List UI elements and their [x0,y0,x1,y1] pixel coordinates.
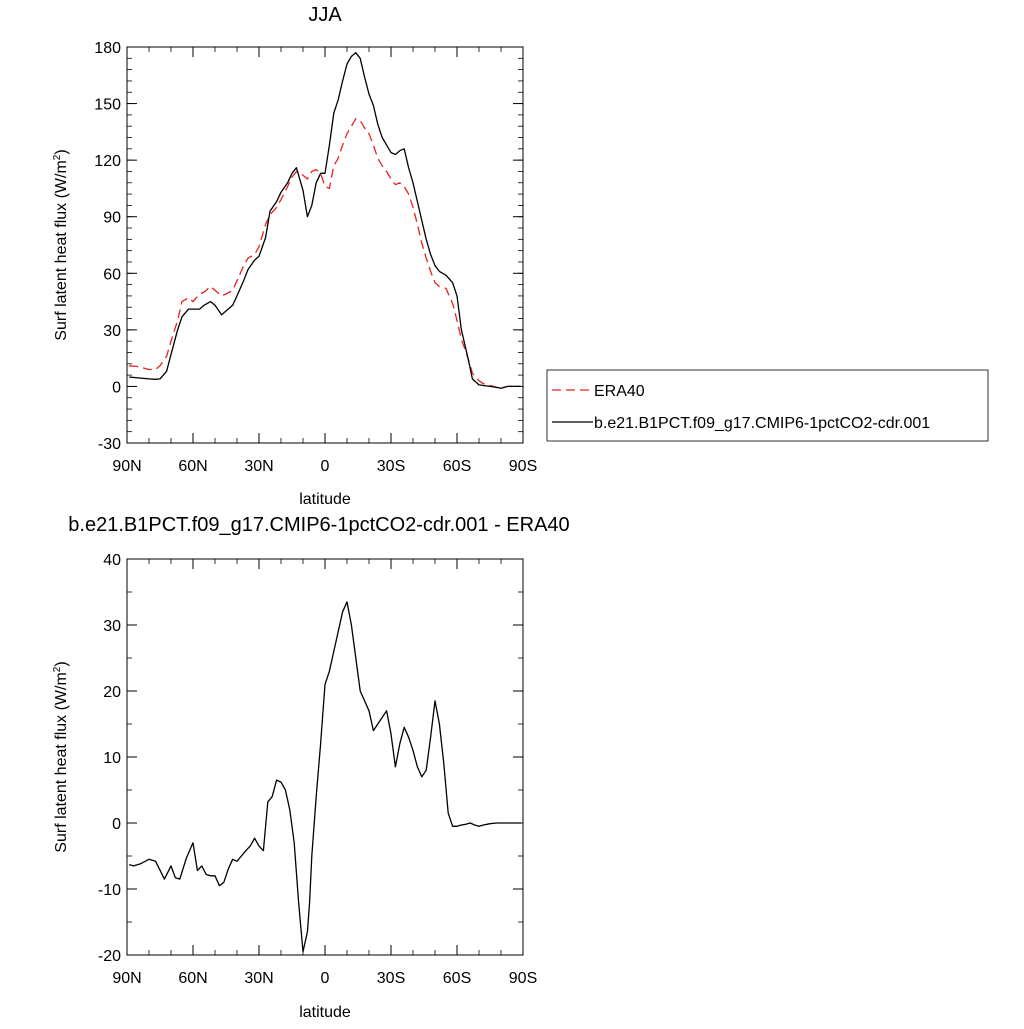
legend-box [546,369,989,442]
y-axis-label: Surf latent heat flux (W/m2) [52,661,70,852]
x-tick-label: 60N [178,458,207,475]
y-tick-label: 40 [103,552,121,569]
plot-frame [126,46,524,444]
plot-frame [126,558,524,956]
panel-bottom: b.e21.B1PCT.f09_g17.CMIP6-1pctCO2-cdr.00… [52,514,570,1021]
x-tick-label: 60S [443,970,471,987]
x-tick-label: 90S [509,970,537,987]
legend: ERA40 b.e21.B1PCT.f09_g17.CMIP6-1pctCO2-… [546,369,989,442]
x-axis-label: latitude [299,1004,351,1021]
x-tick-label: 0 [321,970,330,987]
y-tick-label: -30 [98,436,121,453]
x-tick-label: 30S [377,458,405,475]
x-tick-label: 0 [321,458,330,475]
y-tick-label: 60 [103,266,121,283]
x-tick-label: 30N [244,970,273,987]
axis-ticks: 90N 60N 30N 0 30S 60S 90S -20 -10 0 10 20 30 40 [98,552,537,987]
x-axis-label: latitude [299,491,351,508]
x-tick-label: 30N [244,458,273,475]
y-tick-label: 0 [112,816,121,833]
plot-lines [129,52,521,389]
chart-title: b.e21.B1PCT.f09_g17.CMIP6-1pctCO2-cdr.00… [68,514,569,536]
y-axis-label: Surf latent heat flux (W/m2) [52,149,70,340]
x-tick-label: 60N [178,970,207,987]
panel-top: JJA Surf latent heat flux (W/m2) latitud… [52,4,989,508]
y-tick-label: 30 [103,323,121,340]
legend-label-era40: ERA40 [594,383,645,400]
x-tick-label: 90S [509,458,537,475]
y-tick-label: 0 [112,379,121,396]
y-tick-label: 30 [103,618,121,635]
x-tick-label: 60S [443,458,471,475]
y-tick-label: 180 [94,40,121,57]
y-tick-label: 150 [94,97,121,114]
chart-title: JJA [308,4,342,26]
y-tick-label: 120 [94,153,121,170]
series-line-0 [129,118,521,389]
series-line-0 [129,601,521,953]
x-tick-label: 30S [377,970,405,987]
y-tick-label: -20 [98,948,121,965]
y-tick-label: -10 [98,882,121,899]
y-tick-label: 90 [103,210,121,227]
series-line-1 [129,52,521,389]
legend-label-model: b.e21.B1PCT.f09_g17.CMIP6-1pctCO2-cdr.00… [594,415,930,432]
y-tick-label: 10 [103,750,121,767]
x-tick-label: 90N [112,458,141,475]
axis-ticks: 90N 60N 30N 0 30S 60S 90S -30 0 30 60 90 120 150 180 [94,40,537,475]
x-tick-label: 90N [112,970,141,987]
y-tick-label: 20 [103,684,121,701]
plot-lines [129,601,521,953]
